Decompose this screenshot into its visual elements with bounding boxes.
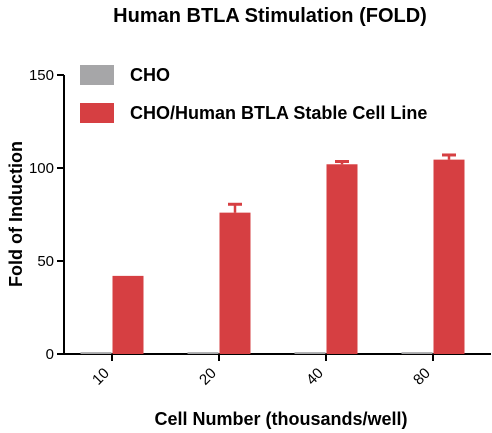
bar-btla-40 [326, 164, 358, 354]
bar-cho-80 [401, 352, 433, 354]
y-tick-label: 150 [29, 67, 54, 84]
y-tick-label: 100 [29, 160, 54, 177]
bar-cho-10 [80, 352, 112, 354]
bar-btla-80 [433, 159, 465, 354]
y-tick-label: 0 [46, 346, 54, 363]
legend-label-cho: CHO [130, 65, 170, 85]
legend-label-btla: CHO/Human BTLA Stable Cell Line [130, 103, 427, 123]
x-tick-label: 20 [196, 365, 220, 389]
x-tick-label: 40 [303, 365, 327, 389]
legend-swatch-btla [80, 103, 114, 123]
x-axis-ticks: 10 20 40 80 [89, 354, 434, 389]
y-axis-ticks: 0 50 100 150 [29, 67, 64, 363]
legend-swatch-cho [80, 65, 114, 85]
y-tick-label: 50 [37, 253, 54, 270]
legend: CHO CHO/Human BTLA Stable Cell Line [80, 65, 427, 123]
y-axis-label: Fold of Induction [6, 141, 26, 287]
x-tick-label: 80 [410, 365, 434, 389]
bars-group [80, 153, 465, 354]
x-axis-label: Cell Number (thousands/well) [154, 409, 407, 429]
bar-btla-10 [112, 275, 144, 354]
x-tick-label: 10 [89, 365, 113, 389]
bar-cho-20 [187, 352, 219, 354]
bar-cho-40 [294, 352, 326, 354]
chart-title: Human BTLA Stimulation (FOLD) [113, 5, 427, 27]
bar-btla-20 [219, 212, 251, 354]
